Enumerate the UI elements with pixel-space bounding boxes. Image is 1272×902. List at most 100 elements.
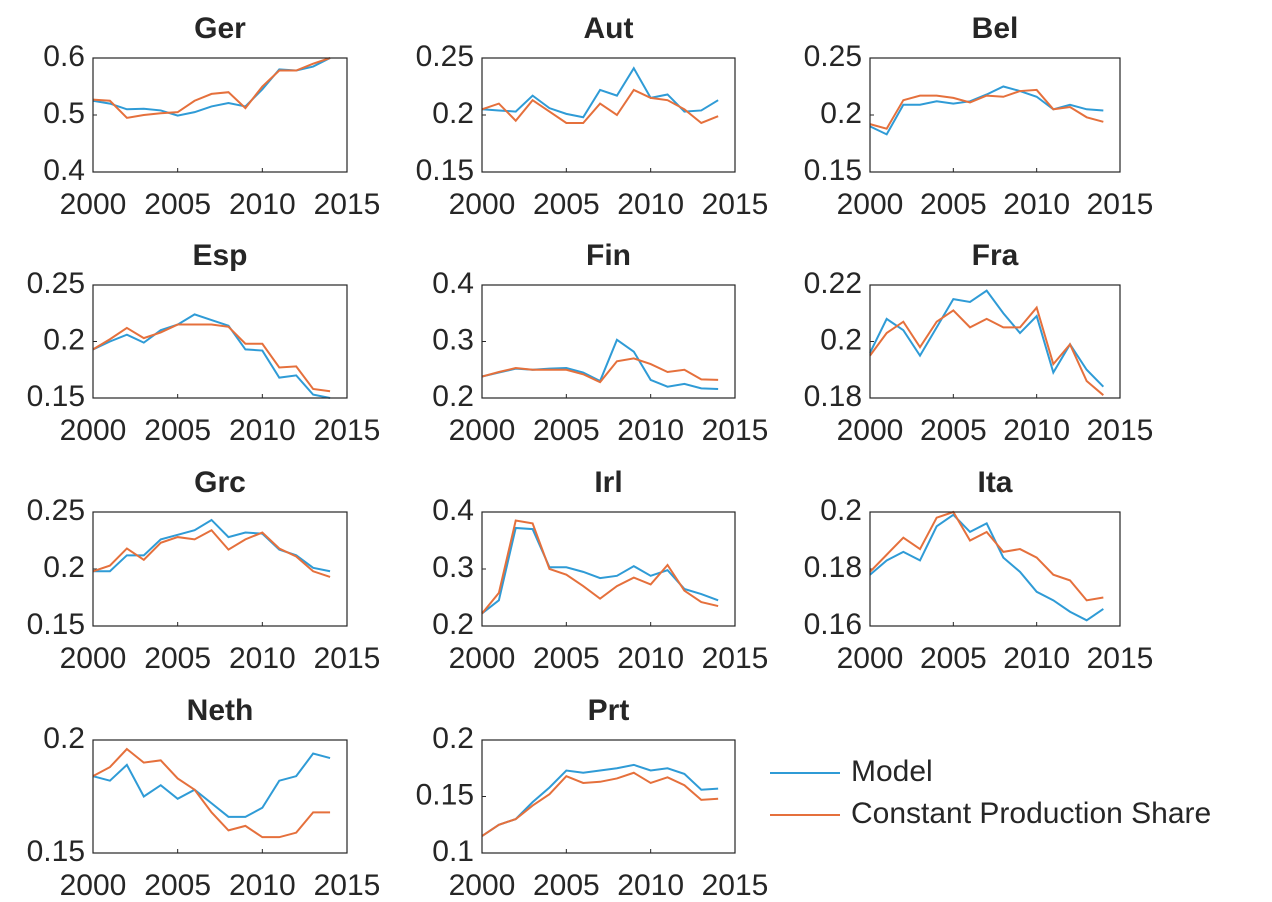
series-line: Constant Production Share: [869, 510, 1104, 602]
x-tick-label: 2010: [229, 188, 296, 221]
series-line: Model: [869, 85, 1104, 136]
axes-box: [481, 739, 736, 854]
series-line: Constant Production Share: [869, 305, 1104, 396]
y-tick-label: 0.2: [432, 608, 474, 641]
axes-box: [92, 739, 348, 854]
x-tick-label: 2000: [449, 642, 516, 675]
axes-box: [869, 57, 1121, 173]
series-line: Model: [93, 518, 331, 573]
y-tick-label: 0.2: [43, 722, 85, 755]
y-tick-label: 0.16: [804, 608, 862, 641]
x-tick-label: 2000: [449, 188, 516, 221]
x-tick-label: 2015: [1087, 188, 1154, 221]
x-tick-label: 2005: [144, 188, 211, 221]
y-tick-label: 0.25: [27, 267, 85, 300]
x-tick-label: 2015: [702, 642, 769, 675]
x-tick-label: 2005: [920, 642, 987, 675]
x-tick-label: 2000: [60, 642, 127, 675]
series-line: Model: [92, 57, 331, 117]
x-tick-label: 2000: [449, 869, 516, 902]
y-tick-label: 0.4: [43, 154, 85, 187]
x-tick-label: 2010: [1003, 642, 1070, 675]
y-tick-label: 0.22: [804, 267, 862, 300]
y-tick-label: 0.1: [432, 835, 474, 868]
series-line: Constant Production Share: [92, 528, 331, 578]
x-tick-label: 2015: [314, 188, 381, 221]
x-tick-label: 2015: [702, 188, 769, 221]
x-tick-label: 2005: [144, 869, 211, 902]
x-tick-label: 2000: [837, 414, 904, 447]
series-line: Constant Production Share: [481, 357, 719, 384]
series-line: Constant Production Share: [481, 88, 719, 125]
panel-title: Ita: [977, 466, 1012, 499]
x-tick-label: 2010: [229, 642, 296, 675]
y-tick-label: 0.2: [43, 551, 85, 584]
legend-label: Constant Production Share: [851, 797, 1211, 830]
y-tick-label: 0.15: [27, 608, 85, 641]
panel-title: Ger: [194, 12, 246, 45]
axes-box: [92, 57, 348, 173]
panel-title: Esp: [192, 239, 247, 272]
series-line: Model: [869, 513, 1104, 622]
y-tick-label: 0.2: [432, 97, 474, 130]
y-tick-label: 0.25: [416, 40, 474, 73]
x-tick-label: 2015: [314, 414, 381, 447]
panel-title: Prt: [588, 694, 630, 727]
panel-title: Neth: [187, 694, 254, 727]
y-tick-label: 0.2: [820, 97, 862, 130]
x-tick-label: 2000: [449, 414, 516, 447]
y-tick-label: 0.2: [820, 323, 862, 356]
series-line: Constant Production Share: [92, 323, 331, 393]
x-tick-label: 2015: [702, 869, 769, 902]
y-tick-label: 0.5: [43, 97, 85, 130]
x-tick-label: 2010: [617, 188, 684, 221]
y-tick-label: 0.18: [804, 380, 862, 413]
x-tick-label: 2015: [314, 642, 381, 675]
y-tick-label: 0.15: [27, 835, 85, 868]
axes-box: [869, 284, 1121, 399]
x-tick-label: 2000: [60, 188, 127, 221]
x-tick-label: 2015: [314, 869, 381, 902]
x-tick-label: 2015: [1087, 642, 1154, 675]
y-tick-label: 0.15: [416, 778, 474, 811]
y-tick-label: 0.3: [432, 323, 474, 356]
x-tick-label: 2000: [60, 869, 127, 902]
series-line: Constant Production Share: [869, 88, 1104, 130]
y-tick-label: 0.2: [432, 722, 474, 755]
y-tick-label: 0.3: [432, 551, 474, 584]
panel-title: Bel: [972, 12, 1019, 45]
x-tick-label: 2010: [229, 869, 296, 902]
y-tick-label: 0.2: [43, 323, 85, 356]
series-line: Model: [481, 763, 719, 837]
y-tick-label: 0.15: [27, 380, 85, 413]
axes-box: [92, 284, 348, 399]
axes-box: [92, 511, 348, 627]
series-line: Model: [481, 66, 719, 119]
y-tick-label: 0.15: [804, 154, 862, 187]
x-tick-label: 2015: [1087, 414, 1154, 447]
x-tick-label: 2010: [617, 414, 684, 447]
panel-title: Fin: [586, 239, 631, 272]
x-tick-label: 2010: [1003, 188, 1070, 221]
y-tick-label: 0.4: [432, 267, 474, 300]
panel-title: Aut: [584, 12, 634, 45]
y-tick-label: 0.25: [27, 494, 85, 527]
x-tick-label: 2005: [144, 414, 211, 447]
y-tick-label: 0.4: [432, 494, 474, 527]
x-tick-label: 2000: [837, 642, 904, 675]
y-tick-label: 0.2: [432, 380, 474, 413]
x-tick-label: 2005: [533, 869, 600, 902]
series-line: Model: [92, 752, 331, 818]
x-tick-label: 2010: [229, 414, 296, 447]
y-tick-label: 0.6: [43, 40, 85, 73]
series-line: Constant Production Share: [481, 519, 719, 615]
series-line: Model: [481, 526, 719, 615]
x-tick-label: 2000: [837, 188, 904, 221]
panel-title: Grc: [194, 466, 246, 499]
legend-label: Model: [851, 755, 933, 788]
y-tick-label: 0.18: [804, 551, 862, 584]
series-line: Constant Production Share: [481, 771, 719, 837]
panel-title: Fra: [972, 239, 1019, 272]
y-tick-label: 0.2: [820, 494, 862, 527]
